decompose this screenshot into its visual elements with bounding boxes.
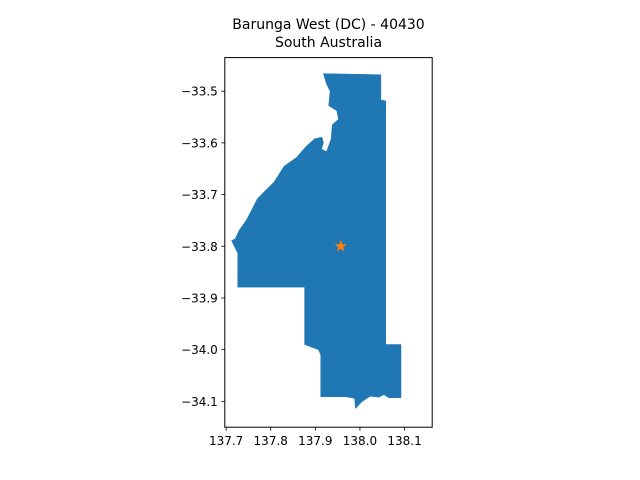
y-tick-label: −33.8 [181,240,218,254]
x-tick-label: 137.8 [254,434,288,448]
y-tick-label: −34.0 [181,343,218,357]
location-star-marker [334,239,347,252]
x-tick-label: 138.1 [387,434,421,448]
x-tick-label: 137.7 [209,434,243,448]
map-subtitle: South Australia [274,35,383,51]
y-tick-label: −33.6 [181,136,218,150]
y-tick-label: −34.1 [181,395,218,409]
y-tick-label: −33.5 [181,85,218,99]
y-axis: −33.5 −33.6 −33.7 −33.8 −33.9 −34.0 −34.1 [181,85,225,409]
axes-frame [224,57,433,428]
region-polygon [231,73,402,410]
y-tick-label: −33.7 [181,188,218,202]
y-tick-label: −33.9 [181,291,218,305]
map-title: Barunga West (DC) - 40430 [232,17,425,33]
x-tick-label: 138.0 [343,434,377,448]
x-axis: 137.7 137.8 137.9 138.0 138.1 [209,427,422,448]
x-tick-label: 137.9 [298,434,332,448]
